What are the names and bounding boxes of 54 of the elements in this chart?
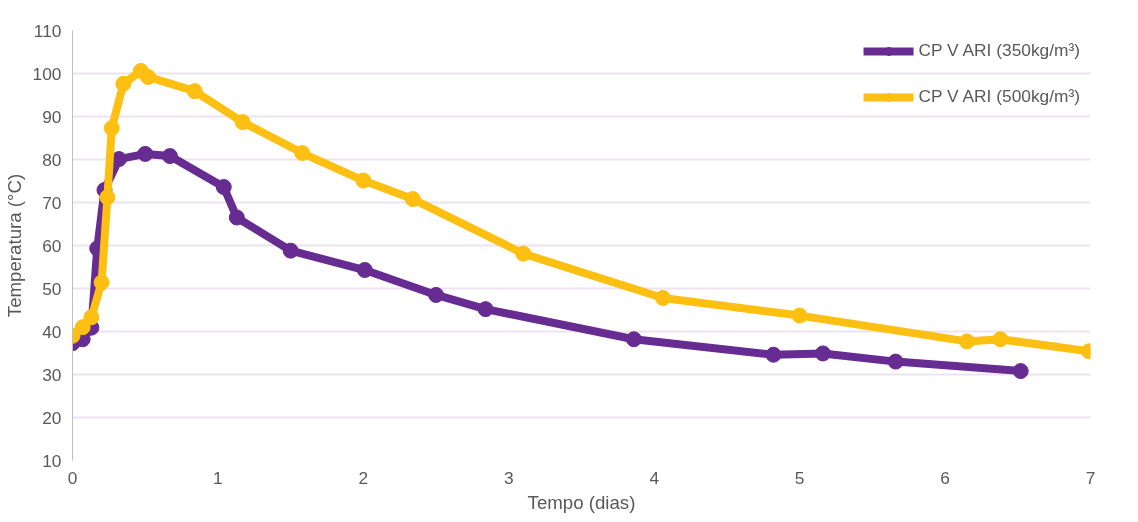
point: [355, 172, 372, 189]
point: [137, 145, 154, 162]
point: [654, 289, 671, 306]
point: [477, 301, 494, 318]
point: [74, 319, 91, 336]
y-tick-label: 90: [42, 106, 62, 127]
point: [103, 120, 120, 137]
x-tick-label: 0: [67, 467, 78, 488]
y-tick-label: 20: [42, 407, 62, 428]
point: [161, 148, 178, 165]
point: [428, 286, 445, 303]
point: [215, 179, 232, 196]
y-tick-label: 50: [42, 278, 62, 299]
point: [282, 242, 299, 259]
point: [887, 353, 904, 370]
point: [186, 83, 203, 100]
point: [294, 145, 311, 162]
point: [765, 346, 782, 363]
x-tick-label: 5: [794, 467, 805, 488]
point: [1012, 363, 1029, 380]
point: [515, 245, 532, 262]
y-axis-title: Temperatura (°C): [3, 173, 25, 318]
y-tick-label: 80: [42, 149, 62, 170]
point: [234, 114, 251, 131]
point: [814, 345, 831, 362]
point: [140, 68, 157, 85]
legend-label: CP V ARI (500kg/m³): [918, 86, 1080, 107]
x-tick-label: 4: [649, 467, 660, 488]
x-tick-label: 2: [358, 467, 369, 488]
point: [228, 209, 245, 226]
x-axis-title: Tempo (dias): [527, 491, 636, 513]
y-tick-label: 100: [32, 63, 62, 84]
point: [791, 307, 808, 324]
y-tick-label: 30: [42, 364, 62, 385]
point: [99, 189, 116, 206]
y-tick-label: 60: [42, 235, 62, 256]
y-tick-label: 40: [42, 321, 62, 342]
point: [625, 331, 642, 348]
x-tick-label: 7: [1085, 467, 1096, 488]
y-tick-label: 10: [42, 450, 62, 471]
x-tick-label: 3: [503, 467, 514, 488]
point: [992, 331, 1009, 348]
x-tick-label: 6: [940, 467, 950, 488]
point: [958, 333, 975, 350]
point: [83, 309, 100, 326]
y-tick-label: 70: [42, 192, 62, 213]
x-tick-label: 1: [213, 467, 223, 488]
point: [111, 151, 128, 168]
point: [93, 274, 110, 291]
point: [404, 191, 421, 208]
legend-label: CP V ARI (350kg/m³): [918, 40, 1080, 61]
point: [115, 75, 132, 92]
y-tick-label: 110: [33, 20, 62, 41]
point: [356, 262, 373, 278]
